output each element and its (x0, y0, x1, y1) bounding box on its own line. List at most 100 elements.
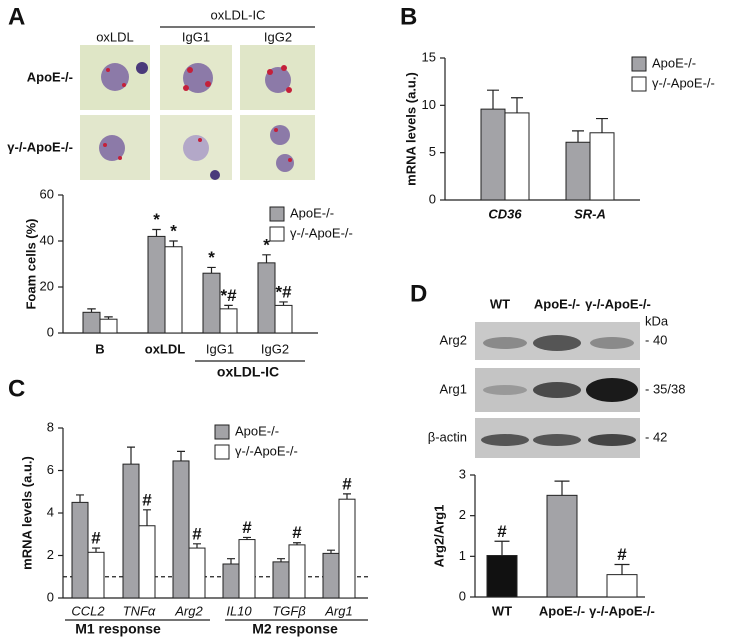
y-tick-label: 2 (47, 547, 54, 562)
band (483, 385, 527, 395)
error-bar (327, 549, 335, 554)
band (533, 434, 581, 446)
group-label: M1 response (75, 621, 161, 637)
bar (589, 132, 615, 201)
size-label: - 35/38 (645, 381, 685, 396)
y-tick-label: 0 (47, 589, 54, 604)
x-tick-label: IL10 (226, 603, 252, 618)
y-tick-label: 0 (47, 324, 54, 339)
bar (122, 463, 140, 599)
annotation: # (91, 529, 101, 548)
row-label: Arg2 (440, 332, 467, 347)
row-label: γ-/-ApoE-/- (7, 139, 73, 154)
x-tick-label: SR-A (574, 206, 606, 221)
droplet (103, 143, 107, 147)
group-label: oxLDL-IC (217, 364, 279, 380)
bar (188, 547, 206, 599)
error-bar (87, 308, 96, 313)
y-axis-label: mRNA levels (a.u.) (19, 456, 34, 570)
error-bar (224, 304, 233, 309)
error-bar (279, 301, 288, 306)
x-tick-label: ApoE-/- (539, 603, 585, 618)
x-tick-label: IgG2 (261, 341, 289, 356)
annotation: # (142, 490, 152, 509)
micrographs: oxLDL-IC oxLDL IgG1 IgG2 ApoE-/- γ-/-Apo… (7, 7, 315, 180)
y-tick-label: 1 (459, 548, 466, 563)
droplet (198, 138, 202, 142)
legend-swatch (214, 444, 230, 460)
bar (172, 460, 190, 599)
bar (480, 108, 506, 201)
legend-swatch (631, 76, 647, 92)
legend-swatch (631, 56, 647, 72)
droplet (267, 69, 273, 75)
error-bar (177, 450, 185, 461)
band (481, 434, 529, 446)
error-bar (614, 563, 630, 575)
y-axis-label: Foam cells (%) (23, 218, 38, 309)
droplet (286, 87, 292, 93)
blot: WT ApoE-/- γ-/-ApoE-/- kDa Arg2 Arg1 β-a… (428, 296, 685, 458)
annotation: * (170, 221, 177, 240)
band (483, 337, 527, 349)
cell (183, 135, 209, 161)
band (590, 337, 634, 349)
error-bar (127, 446, 135, 465)
panel-label: D (410, 280, 427, 307)
legend-swatch (214, 424, 230, 440)
bar (338, 498, 356, 599)
column-label: IgG2 (264, 29, 292, 44)
panel-label: A (8, 3, 25, 30)
cell (136, 62, 148, 74)
y-tick-label: 8 (47, 419, 54, 434)
error-bar (262, 254, 271, 263)
y-tick-label: 15 (422, 49, 436, 64)
bar (606, 574, 638, 598)
bar (322, 552, 340, 599)
error-bar (572, 130, 584, 143)
y-tick-label: 5 (429, 144, 436, 159)
y-tick-label: 0 (459, 588, 466, 603)
y-tick-label: 40 (40, 232, 54, 247)
panel-label: B (400, 3, 417, 30)
y-tick-label: 0 (429, 191, 436, 206)
error-bar (227, 558, 235, 564)
droplet (281, 65, 287, 71)
bar (272, 561, 290, 599)
error-bar (277, 558, 285, 562)
x-tick-label: CD36 (488, 206, 522, 221)
droplet (118, 156, 122, 160)
bar (202, 272, 221, 334)
legend-label: γ-/-ApoE-/- (235, 443, 298, 458)
bar (546, 494, 578, 598)
band (588, 434, 636, 446)
lane-label: γ-/-ApoE-/- (585, 296, 651, 311)
band (533, 382, 581, 398)
droplet (274, 128, 278, 132)
cell (99, 135, 125, 161)
bar (504, 112, 530, 201)
error-bar (207, 266, 216, 274)
error-bar (494, 540, 510, 556)
bar (274, 304, 293, 334)
legend-label: ApoE-/- (235, 423, 279, 438)
legend-label: ApoE-/- (652, 55, 696, 70)
annotation: *# (220, 286, 237, 305)
y-axis-label: Arg2/Arg1 (431, 505, 446, 568)
bar (82, 311, 101, 334)
bar (138, 525, 156, 599)
group-label: M2 response (252, 621, 338, 637)
droplet (288, 158, 292, 162)
micrograph (240, 115, 315, 180)
row-label: ApoE-/- (27, 69, 73, 84)
legend-swatch (269, 206, 285, 222)
error-bar (152, 228, 161, 237)
annotation: # (617, 545, 627, 564)
bar (288, 544, 306, 599)
row-label: Arg1 (440, 381, 467, 396)
error-bar (554, 480, 570, 496)
error-bar (76, 494, 84, 503)
droplet (106, 68, 110, 72)
legend-label: γ-/-ApoE-/- (652, 75, 715, 90)
